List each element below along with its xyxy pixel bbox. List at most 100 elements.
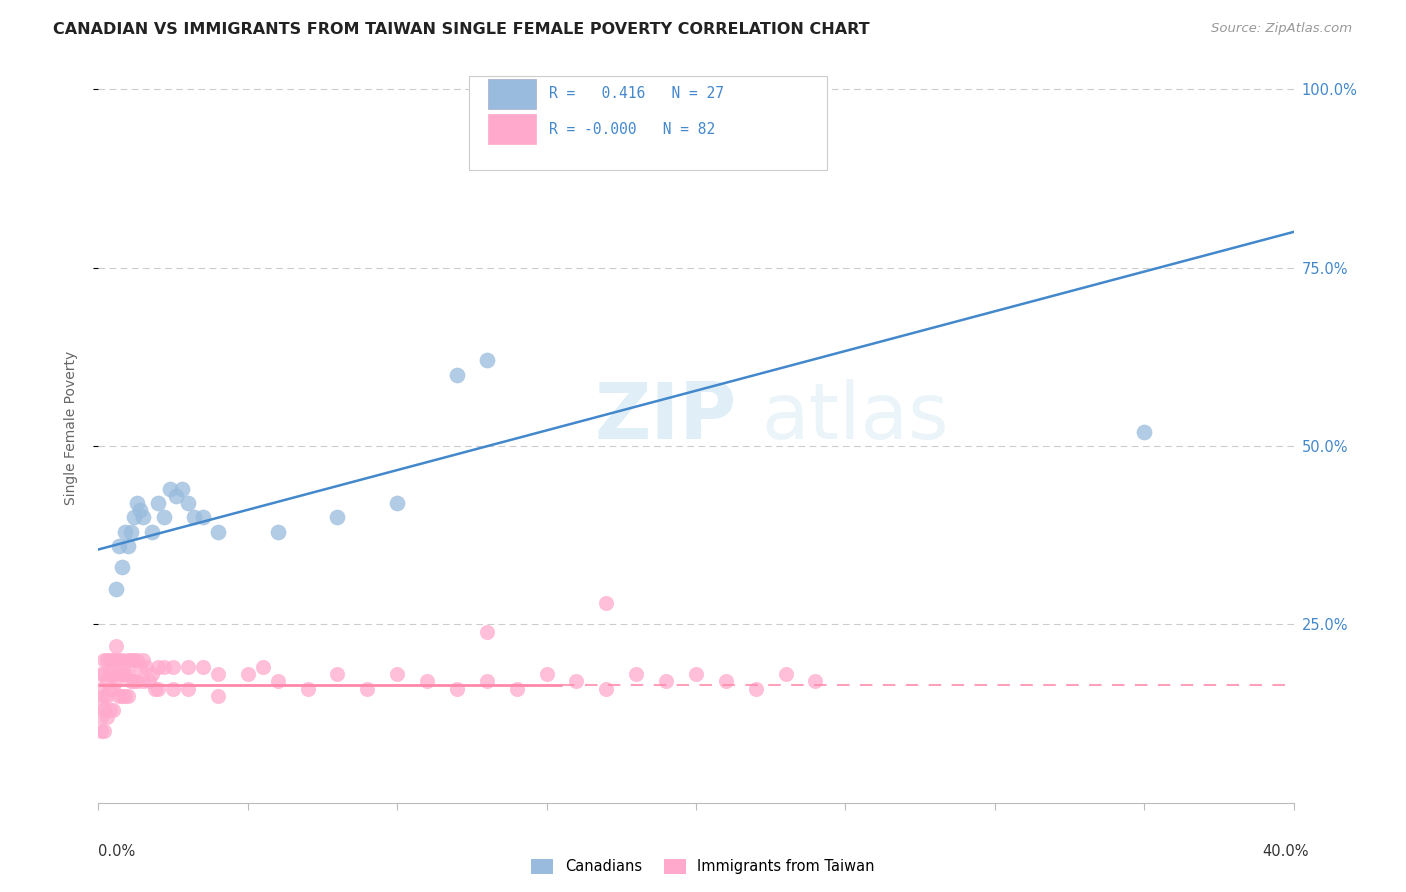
Point [132,653,155,667]
Point [93,724,115,739]
Point [655,674,678,689]
Point [117,667,139,681]
Point [172,482,194,496]
Point [326,667,349,681]
Point [267,524,290,539]
Point [132,510,155,524]
Point [120,524,142,539]
Point [1133,425,1156,439]
Point [595,596,617,610]
Point [153,510,176,524]
Point [117,539,139,553]
Point [177,496,200,510]
Point [108,653,131,667]
Point [565,674,588,689]
Point [93,653,115,667]
FancyBboxPatch shape [488,114,536,145]
Point [385,667,409,681]
Point [120,674,142,689]
Point [446,368,468,382]
Point [775,667,797,681]
Point [745,681,768,696]
Point [416,674,439,689]
Point [326,510,349,524]
Point [93,703,115,717]
Point [103,667,125,681]
Point [124,674,146,689]
Point [475,139,498,153]
Point [117,653,139,667]
Point [103,653,125,667]
Point [96,710,118,724]
Point [804,674,827,689]
Text: 0.0%: 0.0% [98,844,135,859]
Point [446,681,468,696]
Point [98,703,122,717]
Text: Source: ZipAtlas.com: Source: ZipAtlas.com [1212,22,1353,36]
Point [129,503,152,517]
Point [153,660,176,674]
Point [207,667,229,681]
Point [96,689,118,703]
Point [90,667,112,681]
FancyBboxPatch shape [488,79,536,109]
Point [120,653,142,667]
Point [141,524,163,539]
Point [159,482,181,496]
Point [177,660,200,674]
Point [105,639,128,653]
Point [191,510,214,524]
Point [177,681,200,696]
Point [183,510,205,524]
Text: R = -0.000   N = 82: R = -0.000 N = 82 [548,121,716,136]
Point [127,653,149,667]
Point [236,667,259,681]
Point [267,674,290,689]
Text: ZIP: ZIP [595,379,737,455]
Point [207,524,229,539]
Legend: Canadians, Immigrants from Taiwan: Canadians, Immigrants from Taiwan [526,853,880,880]
Point [114,524,136,539]
Point [127,496,149,510]
Point [124,510,146,524]
Point [98,681,122,696]
Point [105,582,128,596]
Point [475,674,498,689]
Point [103,681,125,696]
Point [252,660,274,674]
Point [103,703,125,717]
Point [207,689,229,703]
Point [111,689,134,703]
Point [148,681,170,696]
Point [93,689,115,703]
Y-axis label: Single Female Poverty: Single Female Poverty [63,351,77,505]
Point [117,689,139,703]
Point [148,496,170,510]
Text: CANADIAN VS IMMIGRANTS FROM TAIWAN SINGLE FEMALE POVERTY CORRELATION CHART: CANADIAN VS IMMIGRANTS FROM TAIWAN SINGL… [53,22,870,37]
Point [626,667,648,681]
Point [162,660,184,674]
Point [595,681,617,696]
Point [356,681,378,696]
Point [191,660,214,674]
Text: atlas: atlas [762,379,949,455]
Point [385,496,409,510]
Point [475,624,498,639]
Point [114,689,136,703]
Point [129,660,152,674]
Point [127,674,149,689]
Point [506,681,529,696]
Point [98,653,122,667]
Point [108,667,131,681]
Point [297,681,319,696]
Point [132,674,155,689]
Text: R =   0.416   N = 27: R = 0.416 N = 27 [548,87,724,102]
Point [685,667,707,681]
Point [124,653,146,667]
Text: 40.0%: 40.0% [1263,844,1309,859]
Point [90,696,112,710]
Point [475,353,498,368]
Point [111,653,134,667]
Point [148,660,170,674]
Point [536,667,558,681]
